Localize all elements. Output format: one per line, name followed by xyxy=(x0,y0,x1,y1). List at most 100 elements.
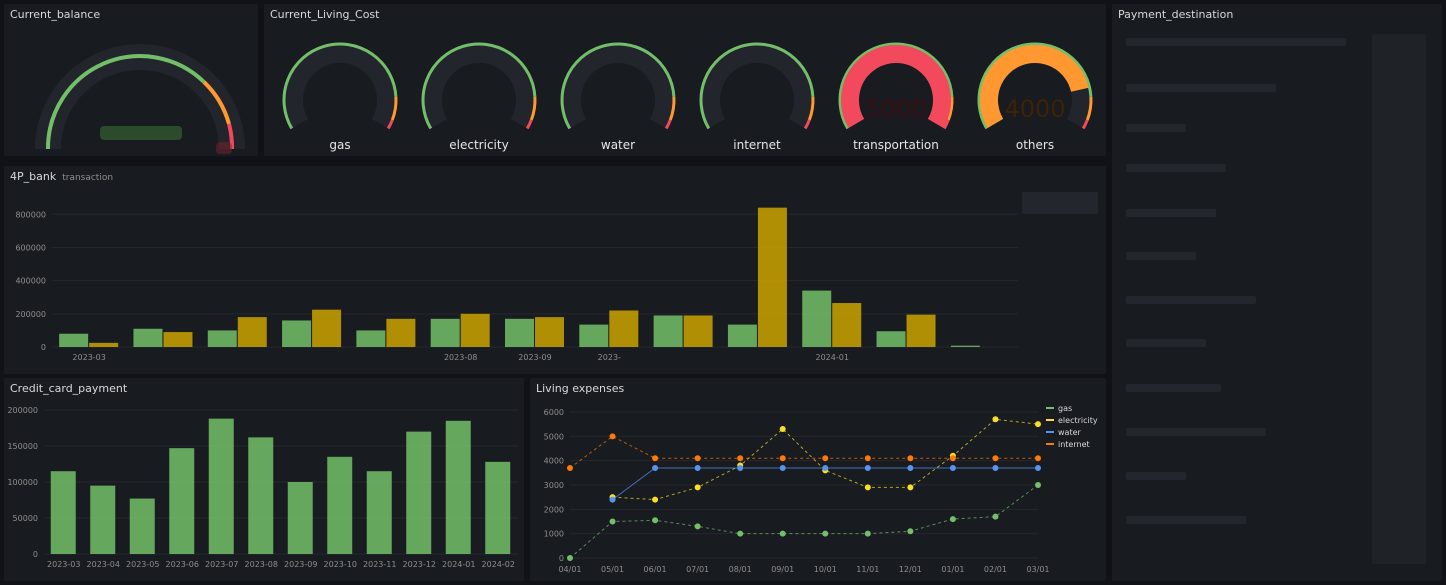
gauge-threshold-orange xyxy=(946,96,954,121)
y-tick-label: 150000 xyxy=(7,442,38,451)
panel-title: Payment_destination xyxy=(1118,8,1234,21)
y-tick-label: 3000 xyxy=(544,481,564,490)
blurred-row xyxy=(1372,34,1426,564)
bar xyxy=(535,317,564,347)
payment-destination-panel: Payment_destination xyxy=(1112,4,1442,581)
gauge-threshold-orange xyxy=(1085,96,1093,121)
panel-title: Current_Living_Cost xyxy=(270,8,380,21)
bar xyxy=(129,498,155,554)
blurred-row xyxy=(1126,428,1266,436)
gauge-label: transportation xyxy=(853,138,939,152)
bar xyxy=(683,315,713,347)
x-tick-label: 12/01 xyxy=(899,565,922,574)
x-tick-label: 2023-08 xyxy=(245,560,278,569)
gauge-label: others xyxy=(1016,138,1054,152)
y-tick-label: 0 xyxy=(559,554,564,563)
x-tick-label: 07/01 xyxy=(686,565,709,574)
gauge-label: internet xyxy=(733,138,781,152)
x-tick-label: 2024-01 xyxy=(816,353,849,362)
gauge-threshold-red xyxy=(803,119,811,130)
bar xyxy=(312,309,342,347)
gauge-threshold-orange xyxy=(529,96,537,121)
credit-chart: 0 50000 100000 150000 200000 2023-03 2023-04 20… xyxy=(7,406,518,569)
blurred-row xyxy=(1126,516,1246,524)
x-tick-label: 2023-10 xyxy=(324,560,357,569)
x-tick-label: 01/01 xyxy=(941,565,964,574)
panel-title: Credit_card_payment xyxy=(10,382,128,395)
data-point xyxy=(694,523,701,530)
data-point xyxy=(992,513,999,520)
gauge-threshold-green xyxy=(838,42,954,130)
bar xyxy=(757,207,787,347)
y-tick-label: 50000 xyxy=(13,514,38,523)
bar xyxy=(133,328,163,347)
bar xyxy=(832,303,862,347)
legend-label: gas xyxy=(1058,404,1072,413)
bar xyxy=(248,437,274,554)
bar xyxy=(950,345,980,347)
blurred-row xyxy=(1126,252,1196,260)
x-tick-label: 03/01 xyxy=(1026,565,1049,574)
panel-title: Current_balance xyxy=(10,8,101,21)
data-point xyxy=(1035,464,1041,471)
y-tick-label: 4000 xyxy=(544,457,564,466)
gauge-label: gas xyxy=(329,138,350,152)
y-tick-label: 0 xyxy=(33,550,38,559)
data-point xyxy=(907,455,914,462)
x-tick-label: 10/01 xyxy=(814,565,837,574)
blurred-row xyxy=(1126,38,1346,46)
data-point xyxy=(779,464,786,471)
bar xyxy=(327,456,353,554)
data-point xyxy=(864,484,871,491)
series-line xyxy=(612,418,1039,501)
data-point xyxy=(737,530,744,537)
bar xyxy=(287,482,313,554)
data-point xyxy=(652,517,659,524)
blurred-row xyxy=(1126,472,1186,480)
x-tick-label: 08/01 xyxy=(729,565,752,574)
gauge-threshold-red xyxy=(942,119,950,130)
y-tick-label: 400000 xyxy=(15,277,46,286)
gauge-threshold-green xyxy=(421,42,537,130)
x-tick-label: 11/01 xyxy=(856,565,879,574)
bar xyxy=(207,330,237,347)
bank-title: 4P_bank xyxy=(10,170,57,183)
bar xyxy=(505,318,534,347)
x-tick-label: 06/01 xyxy=(644,565,667,574)
balance-gauge xyxy=(35,44,245,154)
bar xyxy=(406,431,432,554)
y-tick-label: 800000 xyxy=(15,210,46,219)
data-point xyxy=(609,518,616,525)
data-point xyxy=(822,455,829,462)
data-point xyxy=(694,484,701,491)
bar xyxy=(609,310,639,347)
gauge-fill xyxy=(841,45,951,128)
x-tick-label: 09/01 xyxy=(771,565,794,574)
credit-panel: Credit_card_payment 0 50000 100000 150000 20… xyxy=(4,378,524,581)
legend-label: water xyxy=(1058,428,1082,437)
bar xyxy=(356,330,386,347)
data-point xyxy=(907,464,914,471)
blurred-row xyxy=(1126,124,1186,132)
data-point xyxy=(694,464,701,471)
data-point xyxy=(652,464,659,471)
y-tick-label: 0 xyxy=(41,343,46,352)
bar xyxy=(727,324,757,347)
data-point xyxy=(864,464,871,471)
y-tick-label: 200000 xyxy=(7,406,38,415)
bar xyxy=(163,332,193,347)
data-point xyxy=(949,516,956,523)
x-tick-label: 2024-01 xyxy=(442,560,475,569)
bar xyxy=(906,314,936,347)
data-point xyxy=(907,484,914,491)
gauge-threshold-green xyxy=(560,42,676,130)
data-point xyxy=(822,464,829,471)
bar xyxy=(653,315,683,347)
bank-subtitle: transaction xyxy=(62,173,114,183)
bank-panel: 4P_bank transaction 0 200000 400000 600000 80… xyxy=(4,166,1106,374)
gauge-threshold-red xyxy=(525,119,533,130)
x-tick-label: 2023-09 xyxy=(518,353,551,362)
gauge-track xyxy=(702,45,812,128)
data-point xyxy=(1035,482,1041,488)
data-point xyxy=(949,455,956,462)
